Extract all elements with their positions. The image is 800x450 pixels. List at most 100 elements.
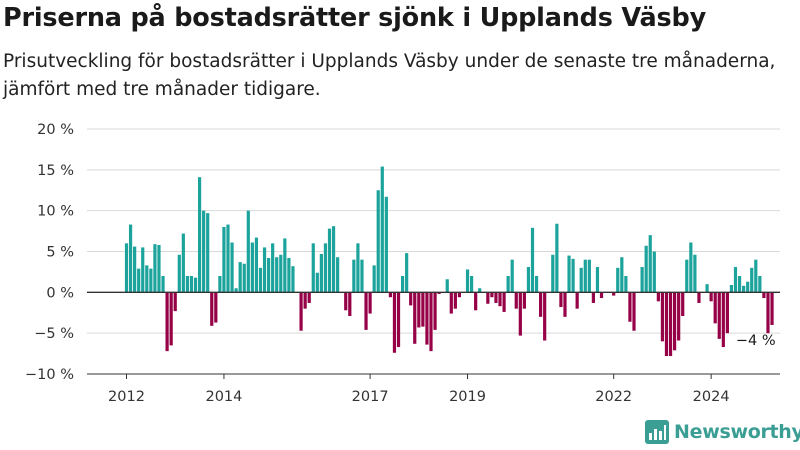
bar	[368, 292, 372, 314]
bar	[758, 276, 762, 293]
bar	[425, 292, 429, 345]
bar	[254, 237, 259, 293]
y-tick-label: 0 %	[46, 285, 74, 301]
bar	[250, 242, 254, 293]
bar	[534, 276, 539, 293]
bar	[709, 292, 713, 302]
bar	[478, 288, 482, 293]
bar	[271, 243, 275, 293]
bar	[486, 292, 490, 304]
bar	[616, 267, 620, 293]
bar	[356, 243, 360, 293]
bar	[453, 292, 457, 309]
bar	[279, 254, 283, 293]
bar	[575, 292, 579, 309]
bar	[506, 276, 510, 293]
bar	[262, 247, 267, 293]
bar	[267, 258, 271, 293]
bar	[437, 292, 441, 294]
bar	[189, 276, 194, 293]
bar	[291, 266, 295, 293]
bar	[141, 247, 145, 293]
bar	[579, 267, 583, 293]
bar	[137, 268, 141, 293]
bar	[222, 227, 226, 293]
bar	[185, 276, 189, 293]
bar	[169, 292, 173, 346]
bar	[664, 292, 669, 357]
bar	[510, 259, 514, 293]
bar	[128, 224, 133, 293]
bar	[210, 292, 214, 326]
x-tick-label: 2012	[108, 389, 145, 405]
bar	[206, 213, 210, 293]
bar	[644, 245, 648, 293]
x-tick-label: 2017	[352, 389, 389, 405]
bar	[360, 259, 364, 293]
bar	[502, 292, 506, 312]
bar	[685, 259, 689, 293]
bar	[522, 292, 526, 309]
bar	[445, 279, 449, 293]
bar	[161, 276, 165, 293]
bar	[498, 292, 502, 307]
bar	[417, 292, 421, 328]
bar	[620, 257, 624, 293]
bar	[226, 224, 230, 293]
bar	[133, 246, 137, 293]
bar	[717, 292, 721, 339]
bar	[336, 257, 340, 293]
bar	[145, 265, 149, 293]
bar	[429, 292, 433, 352]
y-tick-label: 15 %	[37, 163, 74, 179]
bar	[673, 292, 677, 351]
bar	[591, 292, 595, 303]
bar	[746, 281, 750, 293]
brand-name: Newsworthy	[674, 421, 800, 443]
newsworthy-brand[interactable]: Newsworthy	[645, 420, 800, 444]
bar	[331, 226, 336, 293]
bar	[157, 244, 161, 293]
y-tick-label: 20 %	[37, 122, 74, 138]
bar	[323, 243, 328, 293]
bar	[689, 242, 693, 293]
bar	[315, 272, 319, 293]
bar	[124, 243, 129, 293]
bar	[668, 292, 673, 357]
bar	[660, 292, 665, 342]
annotations: −4 %	[736, 333, 776, 349]
bar	[275, 257, 279, 293]
bar	[153, 244, 157, 293]
bar	[742, 285, 746, 293]
bar	[721, 292, 725, 348]
bar	[762, 292, 766, 299]
bars	[124, 166, 774, 357]
bar	[413, 292, 417, 344]
bar	[307, 292, 311, 303]
bar	[559, 292, 563, 308]
bar	[583, 259, 587, 293]
bar	[202, 210, 206, 293]
bar	[733, 267, 738, 293]
bar	[563, 292, 567, 317]
bar	[197, 177, 202, 293]
bar	[612, 292, 616, 296]
bar	[364, 292, 368, 330]
bar	[238, 262, 242, 293]
bar	[421, 292, 425, 327]
bar	[287, 258, 291, 293]
bar	[384, 196, 388, 293]
bar	[311, 243, 315, 293]
bar	[465, 269, 470, 293]
bar	[177, 254, 181, 293]
last-value-label: −4 %	[736, 333, 776, 349]
bar	[770, 292, 774, 325]
bar	[567, 255, 571, 293]
bar	[344, 292, 348, 311]
bar	[299, 292, 303, 331]
bar	[652, 251, 656, 293]
bar	[632, 292, 636, 331]
y-tick-label: 5 %	[46, 245, 74, 261]
bar	[173, 292, 177, 312]
